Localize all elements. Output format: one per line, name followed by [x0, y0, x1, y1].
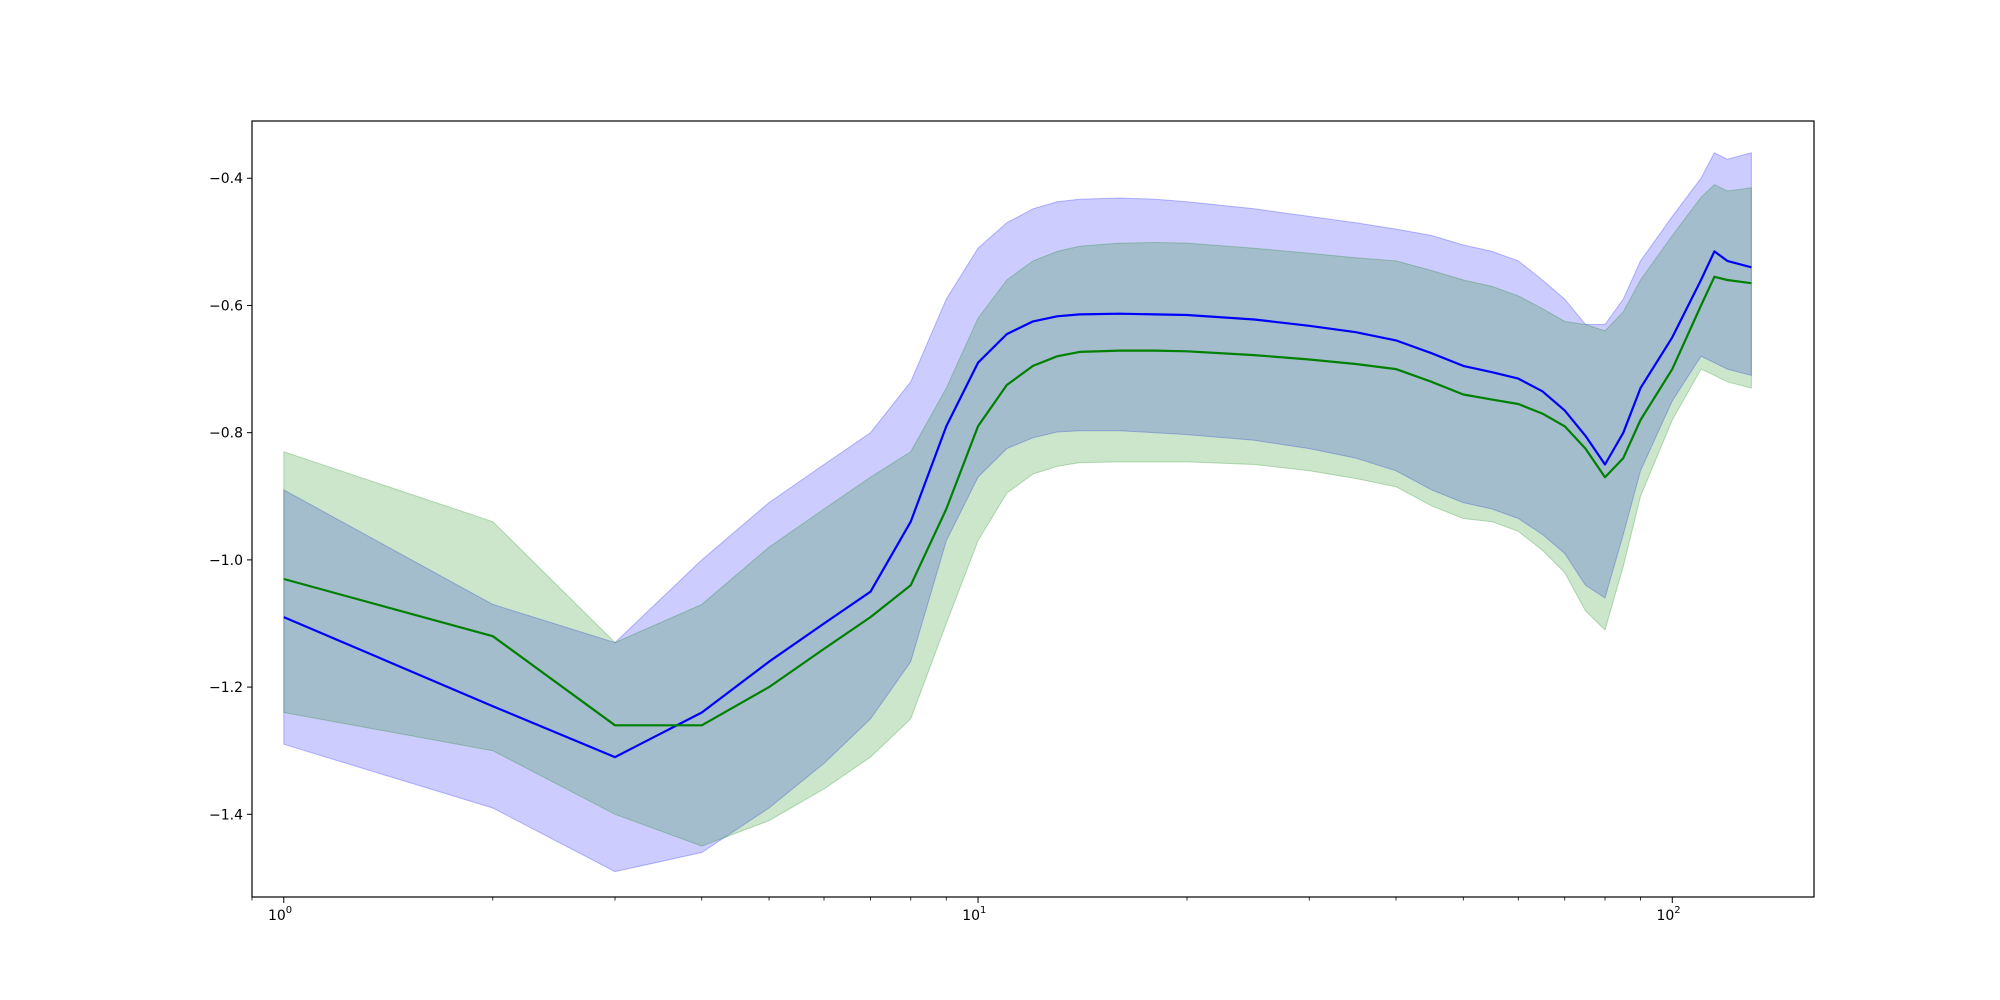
y-tick-label: −0.6	[209, 298, 243, 314]
y-tick-label: −1.2	[209, 680, 243, 696]
x-tick-label-exponent: 0	[286, 905, 292, 916]
series-1-band	[283, 152, 1752, 873]
series-lines	[283, 250, 1752, 759]
plot-area-background	[252, 121, 1814, 897]
x-tick-label-base: 10	[268, 908, 286, 924]
x-tick-label-exponent: 1	[980, 905, 986, 916]
series-2-line	[283, 275, 1752, 727]
x-tick-label: 10 2	[1656, 905, 1680, 924]
x-tick-label: 10 0	[268, 905, 292, 924]
x-tick-label-base: 10	[962, 908, 980, 924]
y-tick-label: −1.0	[209, 553, 243, 569]
y-tick-label: −0.4	[209, 171, 243, 187]
plot-frame	[251, 120, 1815, 898]
confidence-bands	[283, 152, 1752, 873]
x-tick-label: 10 1	[962, 905, 986, 924]
y-tick-label: −1.4	[209, 807, 243, 823]
x-tick-label-base: 10	[1656, 908, 1674, 924]
x-axis-ticks: 10 0 10 1 10 2	[251, 897, 1681, 924]
y-axis-ticks: −1.4 −1.2 −1.0 −0.8 −0.6 −0.4	[209, 171, 252, 823]
y-tick-label: −0.8	[209, 426, 243, 442]
series-1-line	[283, 250, 1752, 759]
x-tick-label-exponent: 2	[1674, 905, 1680, 916]
series-2-band	[283, 183, 1752, 847]
